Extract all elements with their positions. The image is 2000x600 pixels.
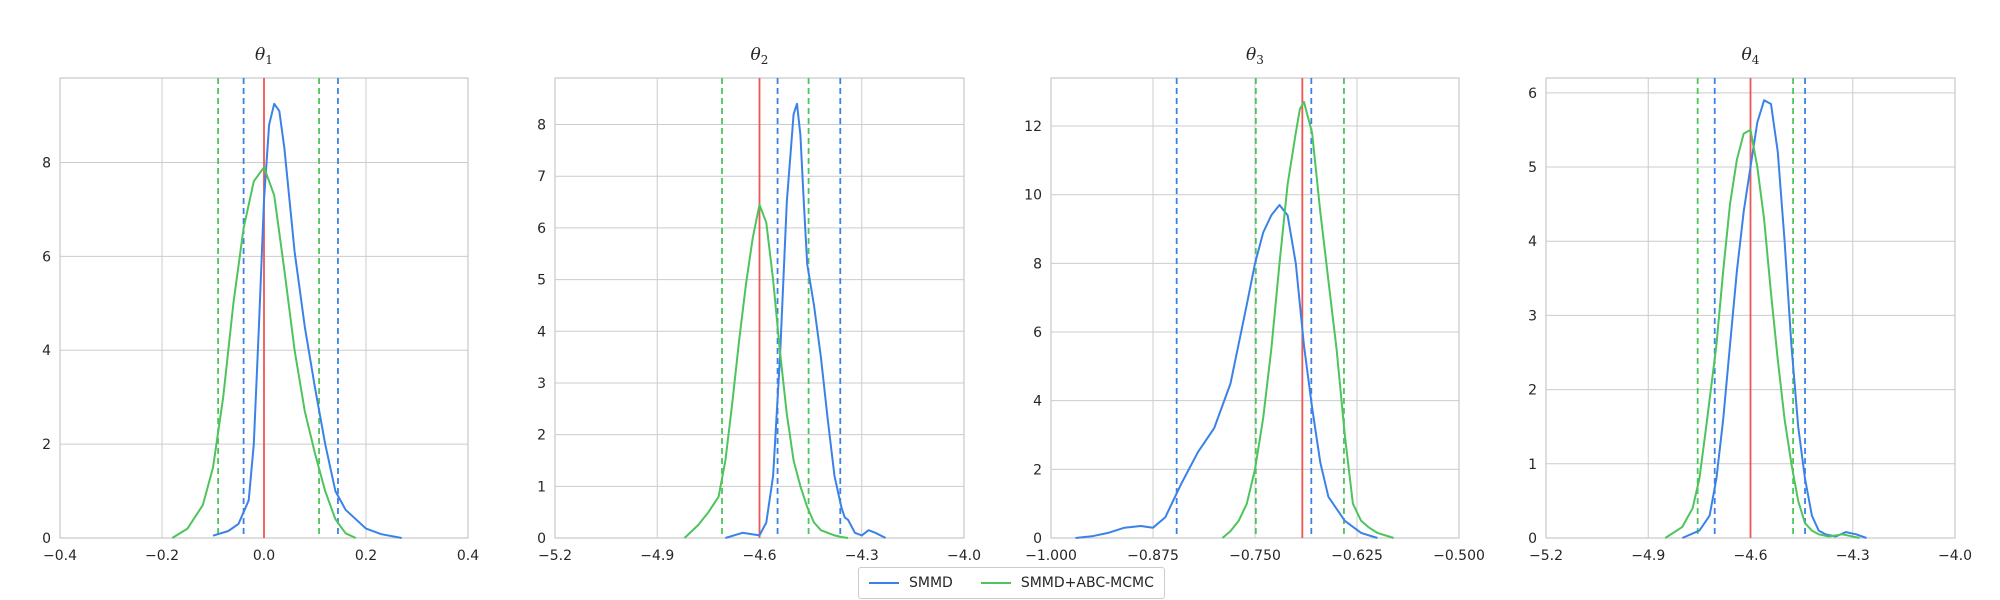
y-tick-label: 8 [1033,256,1042,272]
density-curve-smmd-abc-mcmc [1221,101,1394,539]
x-tick-label: −4.0 [947,548,981,564]
y-tick-label: 5 [537,273,546,289]
x-tick-label: −0.4 [43,548,77,564]
x-tick-label: −5.2 [1529,548,1563,564]
x-tick-label: −4.0 [1938,548,1972,564]
y-tick-label: 5 [1528,160,1537,176]
panel-title-subscript: 3 [1256,53,1264,67]
density-curve-smmd [1075,204,1378,539]
x-tick-label: −0.2 [145,548,179,564]
legend-item-smmd: SMMD [869,575,953,591]
panel-title: θ1 [255,45,273,67]
y-tick-label: 3 [537,376,546,392]
y-tick-label: 2 [537,428,546,444]
y-tick-label: 4 [42,343,51,359]
panel-title: θ3 [1246,45,1264,67]
panel-title-subscript: 2 [761,53,769,67]
x-tick-label: −0.500 [1433,548,1485,564]
legend-label-smmd: SMMD [909,575,953,591]
x-tick-label: −4.9 [640,548,674,564]
y-tick-label: 6 [537,221,546,237]
y-tick-label: 8 [537,118,546,134]
x-tick-label: 0.0 [253,548,275,564]
x-tick-label: −4.3 [845,548,879,564]
y-tick-label: 4 [537,324,546,340]
density-curve-smmd-abc-mcmc [683,203,849,539]
y-tick-label: 3 [1528,308,1537,324]
y-tick-label: 2 [1033,462,1042,478]
x-tick-label: 0.4 [457,548,479,564]
y-tick-label: 2 [1528,383,1537,399]
legend: SMMD SMMD+ABC-MCMC [858,567,1165,599]
y-tick-label: 2 [42,437,51,453]
y-tick-label: 7 [537,169,546,185]
x-tick-label: −5.2 [538,548,572,564]
x-tick-label: 0.2 [355,548,377,564]
panel-title-symbol: θ [1742,45,1752,65]
y-tick-label: 1 [537,479,546,495]
y-tick-label: 6 [1033,325,1042,341]
y-tick-label: 0 [42,531,51,547]
x-tick-label: −4.9 [1631,548,1665,564]
y-tick-label: 6 [1528,86,1537,102]
density-curve-smmd-abc-mcmc [1664,128,1860,539]
legend-swatch-smmd-abc-mcmc [980,582,1011,584]
panel-title: θ4 [1742,45,1760,67]
y-tick-label: 12 [1024,119,1042,135]
legend-item-smmd-abc-mcmc: SMMD+ABC-MCMC [980,575,1154,591]
density-curve-smmd [212,102,402,539]
density-curve-smmd [1681,99,1867,539]
y-tick-label: 4 [1528,234,1537,250]
y-tick-label: 1 [1528,457,1537,473]
y-tick-label: 8 [42,155,51,171]
x-tick-label: −0.750 [1229,548,1281,564]
y-tick-label: 6 [42,249,51,265]
y-tick-label: 0 [1528,531,1537,547]
panel-title: θ2 [751,45,769,67]
density-curve-smmd-abc-mcmc [171,166,357,539]
y-tick-label: 10 [1024,188,1042,204]
x-tick-label: −0.875 [1127,548,1179,564]
y-tick-label: 0 [1033,531,1042,547]
density-curve-smmd [725,102,887,539]
panel-title-symbol: θ [751,45,761,65]
x-tick-label: −4.6 [743,548,777,564]
panel-title-symbol: θ [255,45,265,65]
x-tick-label: −0.625 [1331,548,1383,564]
y-tick-label: 0 [537,531,546,547]
legend-label-smmd-abc-mcmc: SMMD+ABC-MCMC [1020,575,1154,591]
panel-title-subscript: 4 [1752,53,1760,67]
legend-swatch-smmd [869,582,899,584]
x-tick-label: −4.3 [1836,548,1870,564]
panel-title-subscript: 1 [265,53,273,67]
y-tick-label: 4 [1033,394,1042,410]
panel-3: −1.000 −0.875 −0.750 −0.625 −0.500 0 2 4 6 8 10 12 θ… [1024,45,1485,564]
panel-1: −0.4 −0.2 0.0 0.2 0.4 0 2 4 6 8 θ1 [42,45,479,564]
x-tick-label: −1.000 [1025,548,1077,564]
panel-title-symbol: θ [1246,45,1256,65]
x-tick-label: −4.6 [1734,548,1768,564]
